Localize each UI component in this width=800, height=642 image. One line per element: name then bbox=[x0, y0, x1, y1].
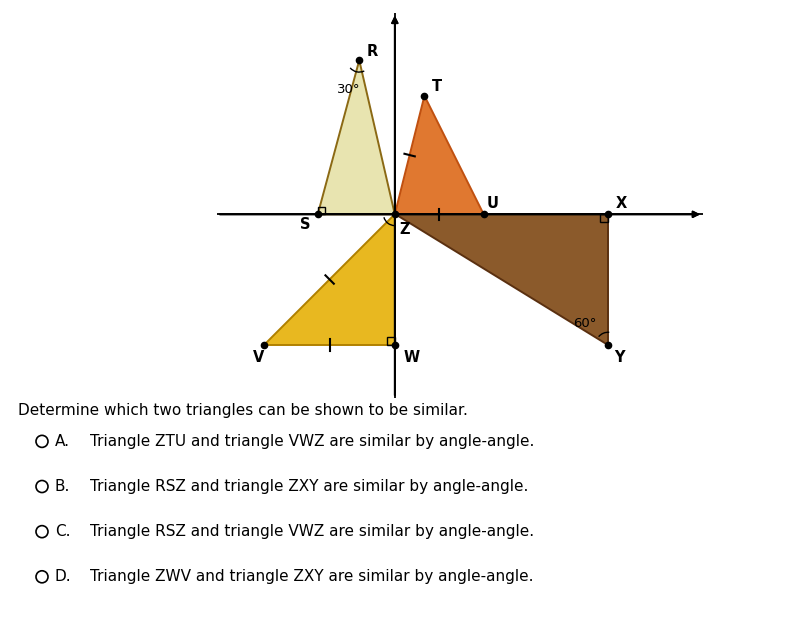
Text: B.: B. bbox=[55, 479, 70, 494]
Text: A.: A. bbox=[55, 434, 70, 449]
Text: Z: Z bbox=[399, 221, 410, 237]
Text: U: U bbox=[486, 196, 498, 211]
Text: Triangle RSZ and triangle ZXY are similar by angle-angle.: Triangle RSZ and triangle ZXY are simila… bbox=[90, 479, 528, 494]
Text: D.: D. bbox=[55, 569, 72, 584]
Text: Triangle RSZ and triangle VWZ are similar by angle-angle.: Triangle RSZ and triangle VWZ are simila… bbox=[90, 524, 534, 539]
Polygon shape bbox=[318, 60, 395, 214]
Text: W: W bbox=[404, 351, 420, 365]
Text: 60°: 60° bbox=[573, 317, 596, 331]
Text: Y: Y bbox=[614, 351, 625, 365]
Text: X: X bbox=[615, 196, 626, 211]
Text: Determine which two triangles can be shown to be similar.: Determine which two triangles can be sho… bbox=[18, 403, 468, 418]
Text: R: R bbox=[366, 44, 378, 59]
Text: S: S bbox=[300, 218, 310, 232]
Text: V: V bbox=[253, 351, 264, 365]
Text: 30°: 30° bbox=[337, 83, 360, 96]
Text: Triangle ZTU and triangle VWZ are similar by angle-angle.: Triangle ZTU and triangle VWZ are simila… bbox=[90, 434, 534, 449]
Polygon shape bbox=[395, 214, 608, 345]
Polygon shape bbox=[395, 96, 484, 214]
Text: T: T bbox=[431, 80, 442, 94]
Polygon shape bbox=[265, 214, 395, 345]
Text: Triangle ZWV and triangle ZXY are similar by angle-angle.: Triangle ZWV and triangle ZXY are simila… bbox=[90, 569, 534, 584]
Text: C.: C. bbox=[55, 524, 70, 539]
